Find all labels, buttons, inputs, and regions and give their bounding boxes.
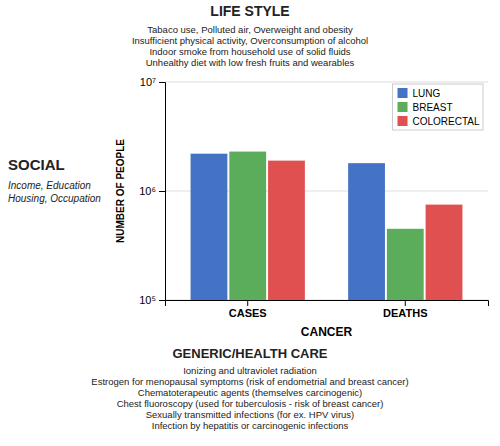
annotation-group: GENERIC/HEALTH CARE Ionizing and ultravio… [91, 346, 408, 431]
legend-item: COLORECTAL [398, 116, 480, 127]
grid [165, 82, 488, 300]
tick: CASES [229, 300, 267, 319]
axis-line [159, 83, 166, 301]
annotation: Infection by hepatitis or carcinogenic i… [152, 420, 349, 431]
bars [191, 152, 463, 300]
annotation: Housing, Occupation [8, 193, 101, 204]
legend-item: LUNG [398, 88, 441, 99]
legend-label: BREAST [413, 102, 453, 113]
legend-label: LUNG [413, 88, 441, 99]
tick-label: CASES [229, 307, 267, 319]
tick-mark [159, 191, 165, 192]
tick-label: 10⁶ [139, 185, 156, 197]
bar [191, 154, 228, 300]
tick: 10⁵ [139, 294, 165, 306]
annotation-heading: LIFE STYLE [210, 3, 289, 19]
legend-swatch [398, 116, 408, 126]
legend-label: COLORECTAL [413, 116, 480, 127]
legend-box [393, 84, 483, 130]
annotation: Sexually transmitted infections (for ex.… [146, 409, 355, 420]
tick-label: 10⁷ [140, 76, 156, 88]
legend: LUNG BREAST COLORECTAL [393, 84, 483, 130]
annotation: Chematoterapeutic agents (themselves car… [138, 387, 362, 398]
bar [426, 205, 463, 300]
tick-mark [159, 82, 165, 83]
tick-label: 10⁵ [139, 294, 156, 306]
legend-swatch [398, 102, 408, 112]
x-axis-title: CANCER [301, 325, 353, 339]
legend-swatch [398, 88, 408, 98]
annotation: Unhealthy diet with low fresh fruits and… [146, 57, 355, 68]
annotation: Tabaco use, Polluted air, Overweight and… [147, 24, 353, 35]
annotation-group: LIFE STYLE Tabaco use, Polluted air, Over… [132, 3, 368, 68]
tick-mark [247, 300, 248, 306]
tick-label: DEATHS [383, 307, 427, 319]
y-axis: 10⁵ 10⁶ 10⁷ [139, 76, 165, 306]
x-axis: CASES DEATHS [166, 300, 489, 319]
bar [348, 163, 385, 300]
annotation: Indoor smoke from household use of solid… [149, 46, 350, 57]
annotation: Chest fluoroscopy (used for tuberculosis… [117, 398, 384, 409]
tick: DEATHS [383, 300, 427, 319]
annotation-group: SOCIAL Income, Education Housing, Occupati… [8, 156, 101, 204]
annotation: Estrogen for menopausal symptoms (risk o… [91, 376, 408, 387]
y-axis-title: NUMBER OF PEOPLE [115, 139, 126, 243]
bar [229, 152, 266, 300]
bar [387, 229, 424, 300]
legend-item: BREAST [398, 102, 453, 113]
annotation-heading: SOCIAL [8, 156, 65, 173]
annotation: Income, Education [8, 180, 91, 191]
tick: 10⁶ [139, 185, 165, 197]
tick-mark [159, 300, 165, 301]
annotation-heading: GENERIC/HEALTH CARE [172, 346, 327, 361]
annotation: Insufficient physical activity, Overcons… [132, 35, 368, 46]
chart: SOCIAL Income, Education Housing, Occupati… [0, 0, 500, 446]
grid-line [165, 82, 488, 83]
annotation: Ionizing and ultraviolet radiation [183, 365, 317, 376]
tick: 10⁷ [140, 76, 165, 88]
bar [268, 161, 305, 300]
axis-line [166, 301, 489, 307]
tick-mark [405, 300, 406, 306]
